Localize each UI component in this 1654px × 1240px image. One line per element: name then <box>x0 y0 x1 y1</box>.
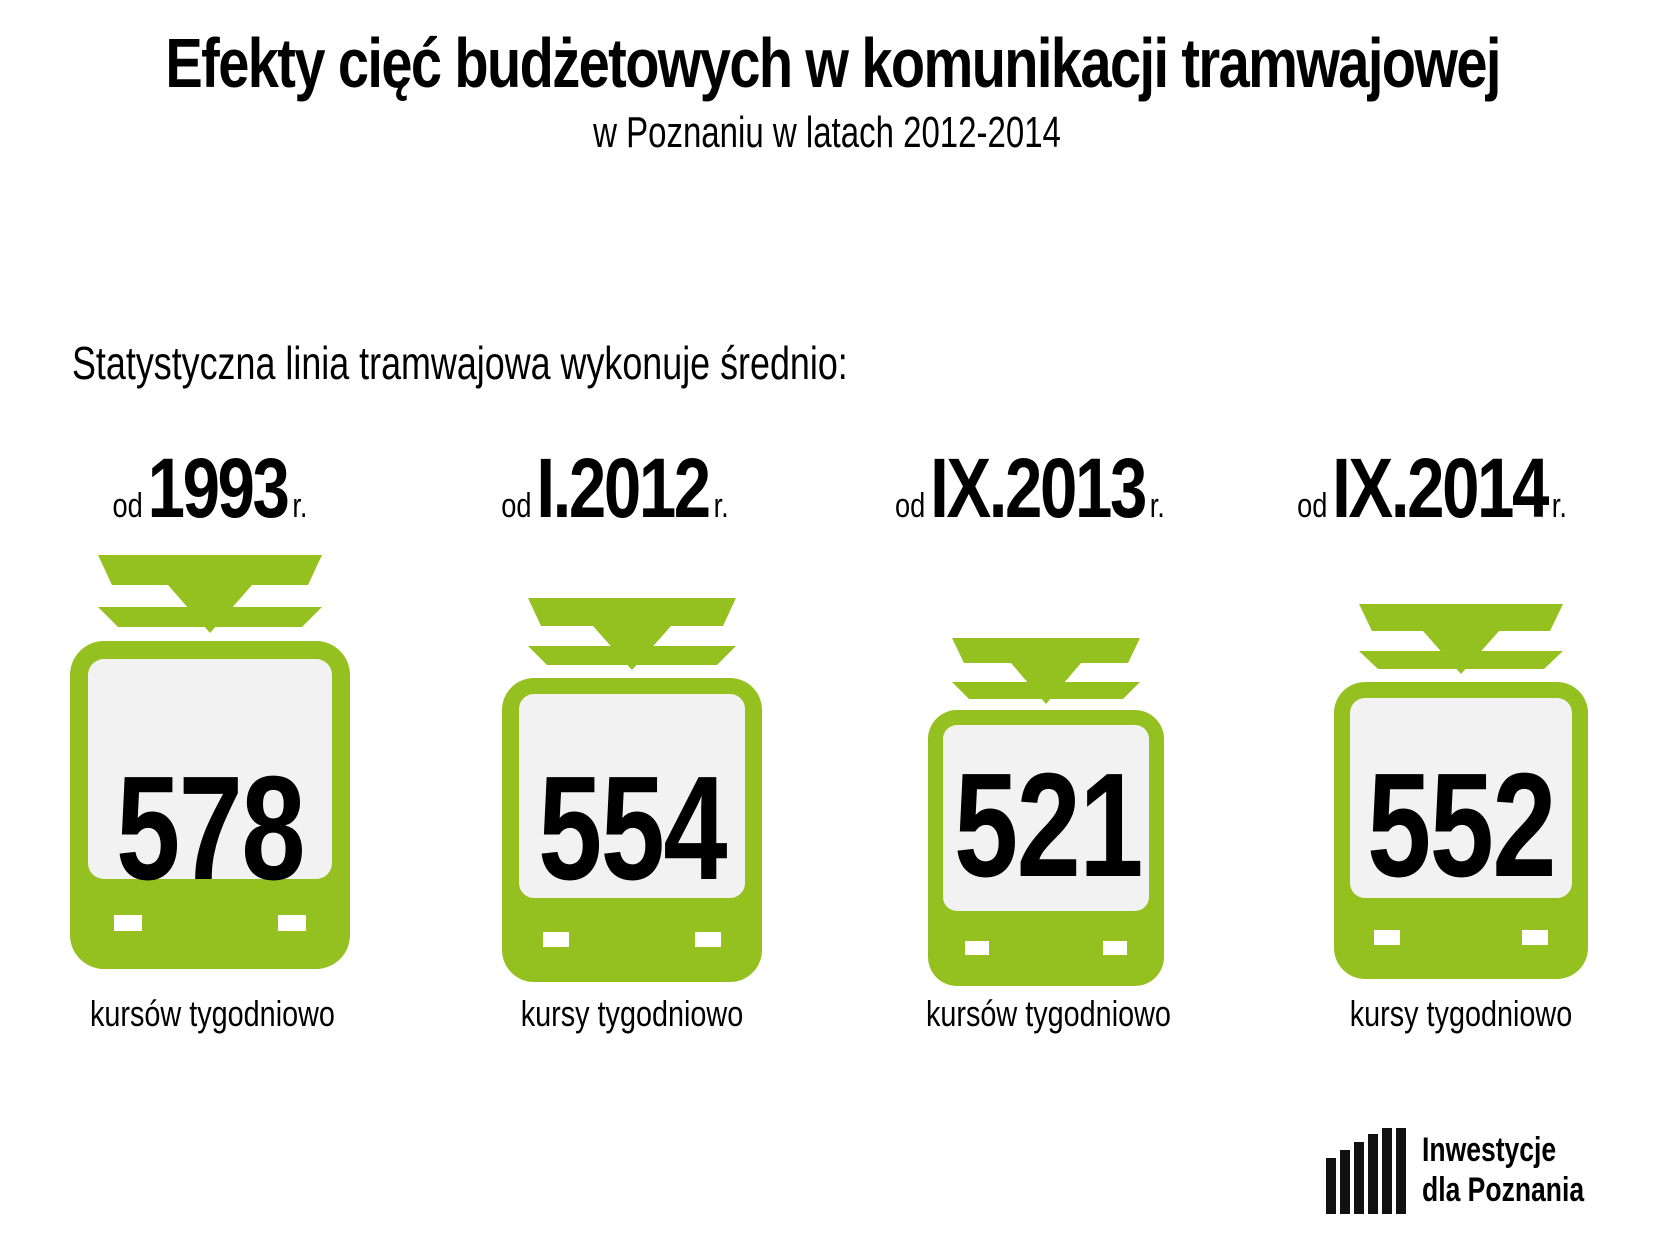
period-suffix: r. <box>292 487 308 525</box>
period-prefix: od <box>501 487 532 525</box>
period-label-2012: odI.2012 r. <box>499 440 731 535</box>
count-unit: kursów tygodniowo <box>926 993 1171 1034</box>
period-prefix: od <box>112 487 143 525</box>
count-unit: kursy tygodniowo <box>1349 993 1573 1034</box>
period-suffix: r. <box>1149 487 1165 525</box>
intro-text: Statystyczna linia tramwajowa wykonuje ś… <box>72 337 848 389</box>
count-unit: kursy tygodniowo <box>520 993 744 1034</box>
logo-bars-icon <box>1326 1128 1406 1214</box>
tram-icon <box>502 598 762 982</box>
logo-line-2: dla Poznania <box>1422 1171 1585 1209</box>
tram-icon <box>928 638 1164 988</box>
period-suffix: r. <box>713 487 729 525</box>
logo: Inwestycje dla Poznania <box>1326 1128 1606 1218</box>
period-label-1993: od1993 r. <box>106 440 314 535</box>
tram-icon <box>70 555 350 970</box>
period-date: IX.2014 <box>1332 441 1549 535</box>
tram-icon <box>502 598 762 983</box>
page-subtitle: w Poznaniu w latach 2012-2014 <box>593 108 1061 157</box>
count-value: 554 <box>538 746 727 911</box>
period-prefix: od <box>895 487 926 525</box>
tram-icon <box>1334 604 1588 980</box>
period-suffix: r. <box>1551 487 1567 525</box>
count-value: 521 <box>953 743 1143 908</box>
count-value: 552 <box>1367 743 1556 908</box>
period-date: IX.2013 <box>930 441 1147 535</box>
page-title: Efekty cięć budżetowych w komunikacji tr… <box>165 24 1501 102</box>
tram-icon <box>1334 604 1588 979</box>
tram-icon <box>70 555 350 969</box>
period-prefix: od <box>1297 487 1328 525</box>
period-date: 1993 <box>147 441 290 535</box>
count-unit: kursów tygodniowo <box>90 993 335 1034</box>
count-value: 578 <box>116 746 305 911</box>
logo-text: Inwestycje dla Poznania <box>1422 1130 1584 1210</box>
tram-icon <box>928 638 1164 986</box>
period-label-2014: odIX.2014 r. <box>1296 440 1568 535</box>
period-date: I.2012 <box>536 441 711 535</box>
period-label-2013: odIX.2013 r. <box>895 440 1165 535</box>
logo-line-1: Inwestycje <box>1422 1131 1557 1169</box>
